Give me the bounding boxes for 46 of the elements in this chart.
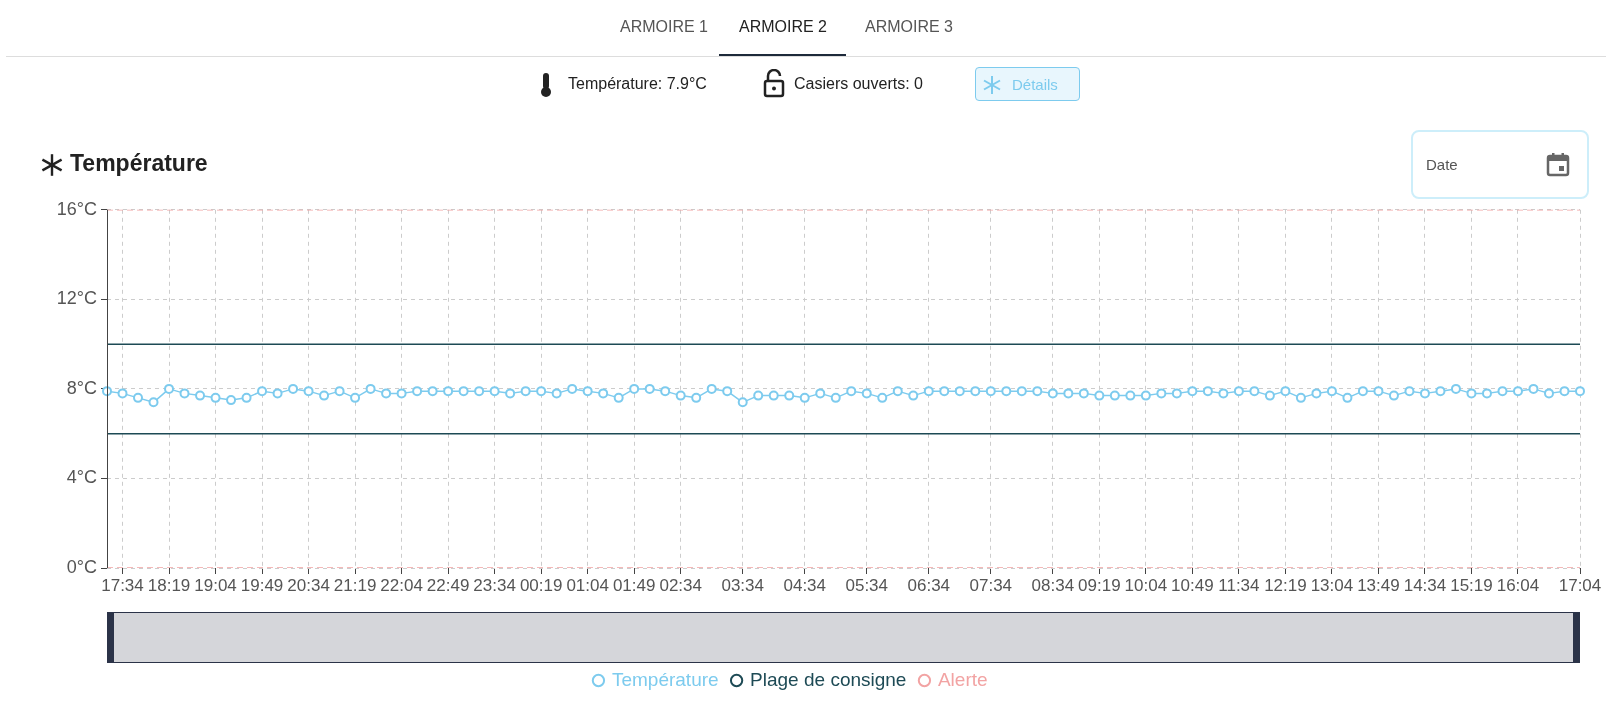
text: ARMOIRE 3 (865, 18, 954, 36)
y-tick-label: 16°C (56, 198, 97, 219)
y-tick-label: 8°C (66, 377, 97, 398)
x-tick-label: 16:04 (1496, 575, 1540, 595)
x-tick-label: 09:19 (1078, 575, 1121, 595)
y-tick-label: 12°C (56, 288, 97, 309)
x-tick-label: 01:04 (566, 575, 609, 595)
x-tick-label: 02:34 (659, 575, 702, 595)
legend-label: Alerte (937, 668, 988, 690)
x-tick-label: 13:04 (1310, 575, 1354, 595)
x-tick-label: 17:34 (101, 575, 144, 595)
x-tick-label: 17:04 (1558, 575, 1602, 595)
x-tick-label: 11:34 (1218, 575, 1260, 595)
text: ARMOIRE 1 (620, 18, 709, 36)
x-tick-label: 15:19 (1450, 575, 1493, 595)
text: Date (1426, 156, 1458, 173)
x-tick-label: 01:49 (612, 575, 656, 595)
text: Température: 7.9°C (568, 75, 707, 93)
x-tick-label: 22:04 (380, 575, 423, 595)
x-tick-label: 10:04 (1124, 575, 1168, 595)
x-tick-label: 13:49 (1357, 575, 1400, 595)
y-tick-label: 4°C (66, 467, 97, 488)
x-tick-label: 07:34 (969, 575, 1013, 595)
x-tick-label: 23:34 (473, 575, 516, 595)
x-tick-label: 08:34 (1031, 575, 1075, 595)
text: Casiers ouverts: 0 (794, 75, 923, 93)
x-tick-label: 20:34 (287, 575, 330, 595)
x-tick-label: 14:34 (1403, 575, 1447, 595)
y-tick-label: 0°C (66, 556, 97, 577)
x-tick-label: 21:19 (333, 575, 377, 595)
x-tick-label: 04:34 (783, 575, 827, 595)
x-tick-label: 03:34 (721, 575, 764, 595)
x-tick-label: 12:19 (1264, 575, 1307, 595)
x-tick-label: 00:19 (519, 575, 563, 595)
text: ARMOIRE 2 (739, 18, 828, 36)
x-tick-label: 18:19 (147, 575, 191, 595)
x-tick-label: 19:04 (194, 575, 237, 595)
x-tick-label: 05:34 (845, 575, 889, 595)
legend-label: Température (611, 668, 719, 690)
x-tick-label: 22:49 (426, 575, 470, 595)
legend-label: Plage de consigne (750, 668, 907, 690)
chart-title: Température (70, 150, 208, 177)
x-tick-label: 10:49 (1171, 575, 1214, 595)
x-tick-label: 06:34 (907, 575, 951, 595)
x-tick-label: 19:49 (240, 575, 284, 595)
text: Détails (1012, 76, 1058, 93)
